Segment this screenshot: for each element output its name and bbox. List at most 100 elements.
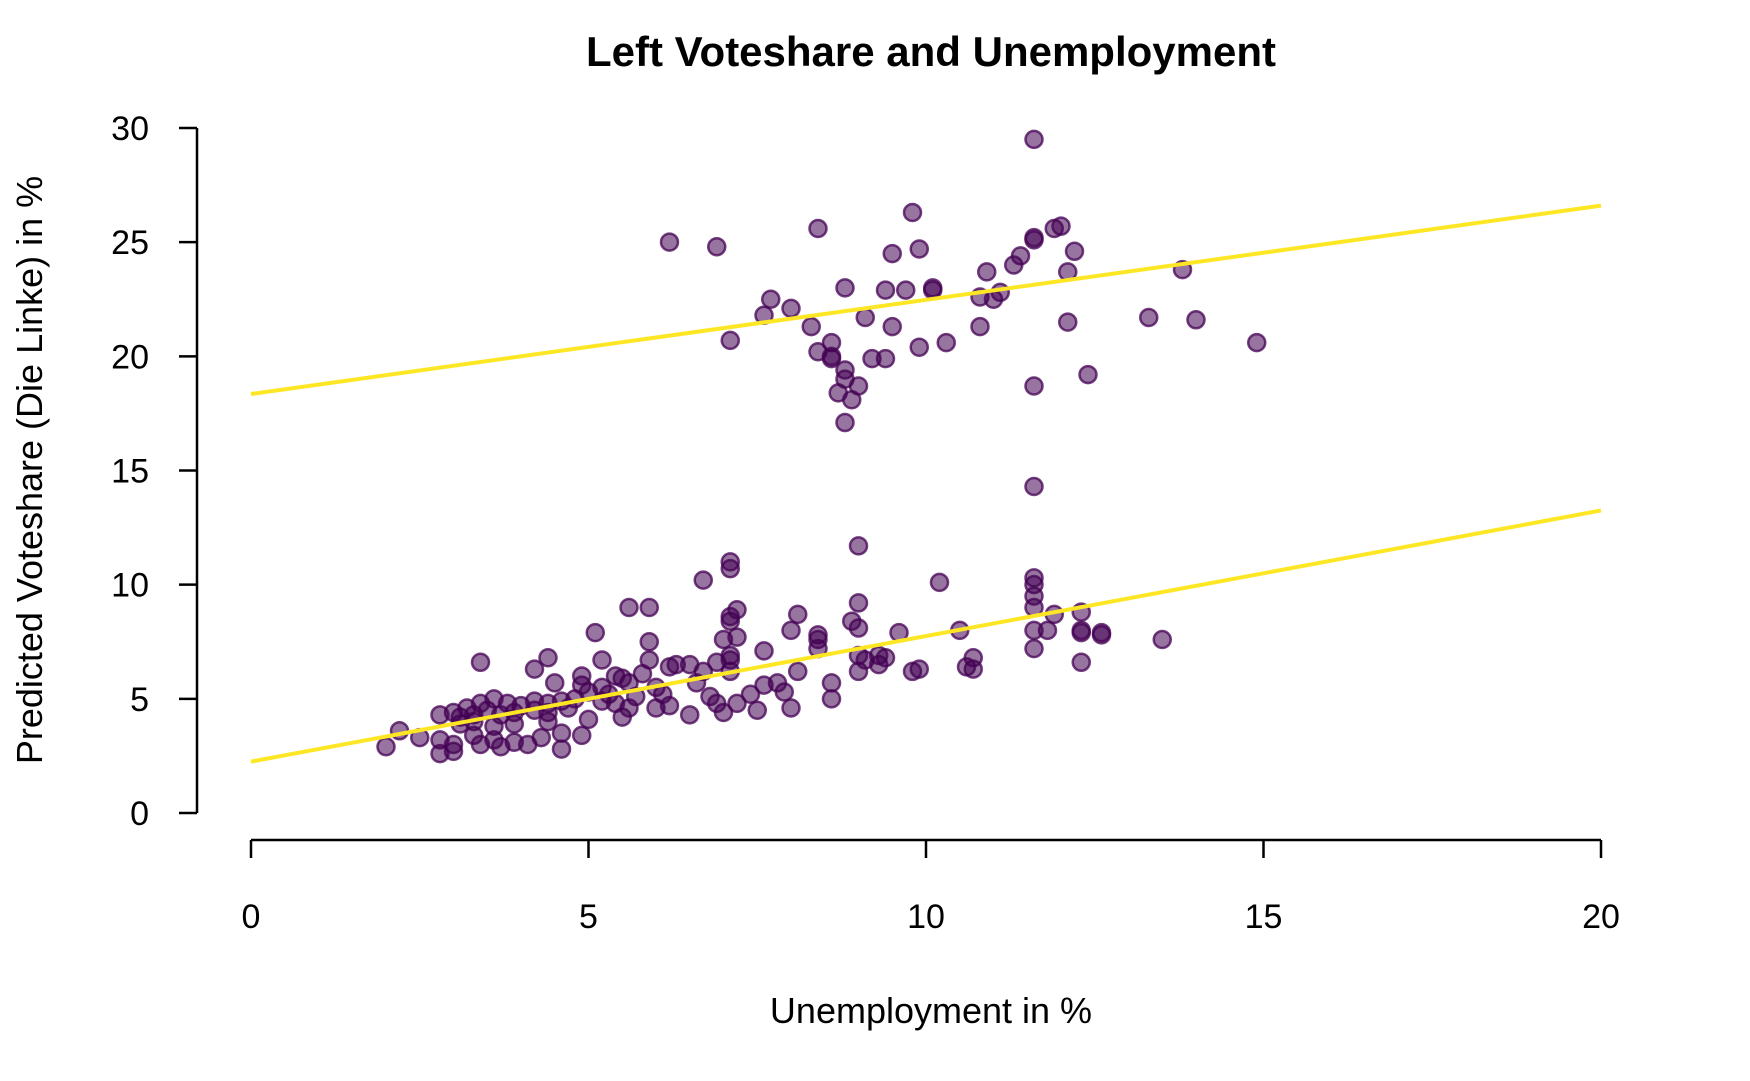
data-point [882,243,902,264]
data-point [612,707,632,727]
data-point [1024,129,1044,150]
data-point [977,262,997,282]
data-point [720,558,740,579]
x-axis-label: Unemployment in % [770,990,1092,1031]
data-point [848,661,869,682]
data-point [1071,652,1091,673]
x-tick-label: 5 [579,898,598,936]
data-point [754,641,774,661]
data-point [585,622,605,643]
data-point [882,316,902,337]
data-point [808,218,828,239]
data-point [727,600,747,620]
data-point [430,705,450,725]
data-point [1091,625,1112,645]
data-point [680,705,700,725]
data-point [902,202,923,223]
y-tick-label: 25 [111,224,149,262]
data-point [848,618,869,638]
x-tick-label: 0 [242,898,261,936]
x-tick-label: 10 [907,898,945,936]
data-point [781,298,801,319]
data-point [578,709,599,730]
data-point [781,698,801,718]
data-point [518,734,538,755]
data-point [659,232,680,252]
data-point [788,661,808,682]
y-tick-label: 0 [130,795,149,833]
data-point [821,673,842,693]
data-point [821,689,842,709]
data-point [470,652,491,673]
data-point [740,684,761,705]
data-point [821,348,842,369]
data-point [639,597,659,618]
data-point [875,348,896,369]
data-point [470,734,491,755]
data-point [761,289,781,309]
y-tick-label: 20 [111,338,149,376]
data-point [524,659,545,679]
data-point [632,663,653,684]
data-point [1024,638,1044,659]
data-point [707,236,727,257]
data-point [619,597,639,618]
data-points [376,129,1267,764]
data-point [1247,332,1267,353]
y-tick-label: 5 [130,681,149,719]
x-tick-label: 15 [1245,898,1283,936]
data-point [504,714,524,734]
data-point [774,682,794,702]
data-point [1024,476,1044,497]
data-point [727,693,747,714]
data-point [1139,307,1159,328]
data-point [848,536,869,556]
data-point [781,620,801,641]
x-axis: 0 5 10 15 20 [242,838,1620,936]
data-point [551,723,572,743]
data-point [443,741,464,762]
data-point [1071,622,1091,643]
data-point [1078,364,1098,385]
data-point [848,593,869,613]
data-point [646,698,666,718]
data-point [970,316,990,337]
data-point [1058,312,1078,332]
data-point [1024,376,1044,396]
data-point [545,673,565,693]
data-point [592,650,612,670]
data-point [855,307,875,328]
data-point [1024,227,1044,248]
data-point [909,337,929,357]
data-point [707,652,727,673]
data-point [572,725,592,746]
y-axis: 0 5 10 15 20 25 30 [111,110,199,833]
data-point [727,627,747,647]
data-point [788,604,808,625]
data-point [936,332,956,353]
data-point [835,278,855,298]
data-point [929,572,950,593]
data-point [713,702,734,723]
data-point [491,737,511,757]
data-point [1064,241,1085,262]
chart-title: Left Voteshare and Unemployment [586,28,1276,75]
data-point [693,570,713,590]
y-tick-label: 10 [111,567,149,605]
data-point [538,647,558,668]
fit-line [250,508,1602,764]
data-point [1186,310,1206,330]
data-point [896,280,916,300]
data-point [551,739,572,759]
x-tick-label: 20 [1582,898,1620,936]
data-point [801,316,821,337]
data-point [538,711,558,732]
data-point [1152,629,1172,650]
data-point [909,239,929,259]
y-tick-label: 15 [111,453,149,491]
data-point [875,280,896,300]
data-point [720,330,740,351]
data-point [376,737,396,757]
data-point [842,389,862,410]
